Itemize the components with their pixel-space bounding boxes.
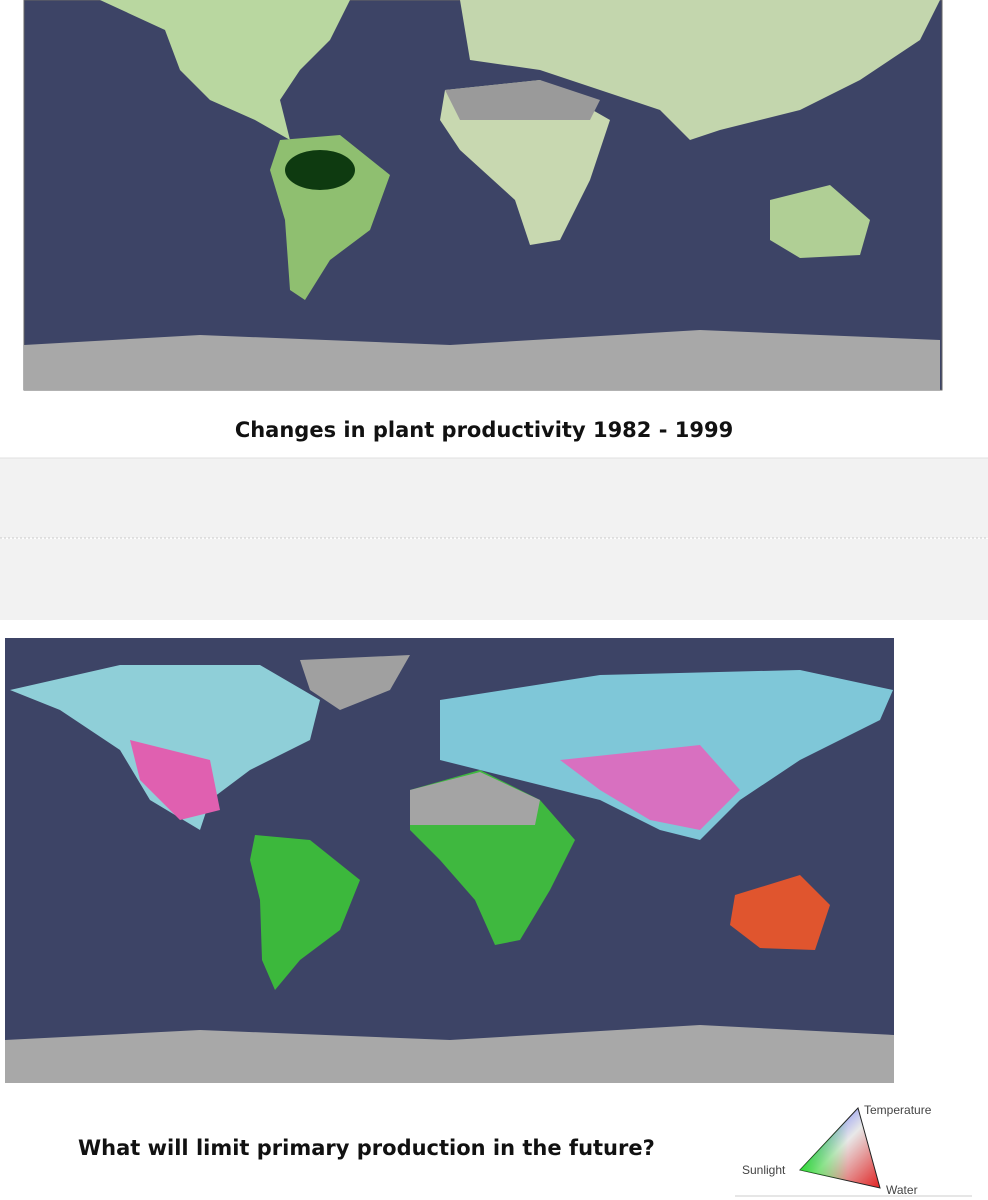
legend-label: Temperature [864,1103,932,1117]
empty-rows [0,457,988,620]
legend-label: Sunlight [742,1163,786,1177]
question: What will limit primary production in th… [78,1136,655,1160]
productivity-map [23,0,943,391]
caption: Changes in plant productivity 1982 - 199… [234,418,734,442]
legend-label: Water [886,1183,918,1197]
legend: Temperature Sunlight Water [735,1103,972,1197]
limit-map [5,638,894,1083]
